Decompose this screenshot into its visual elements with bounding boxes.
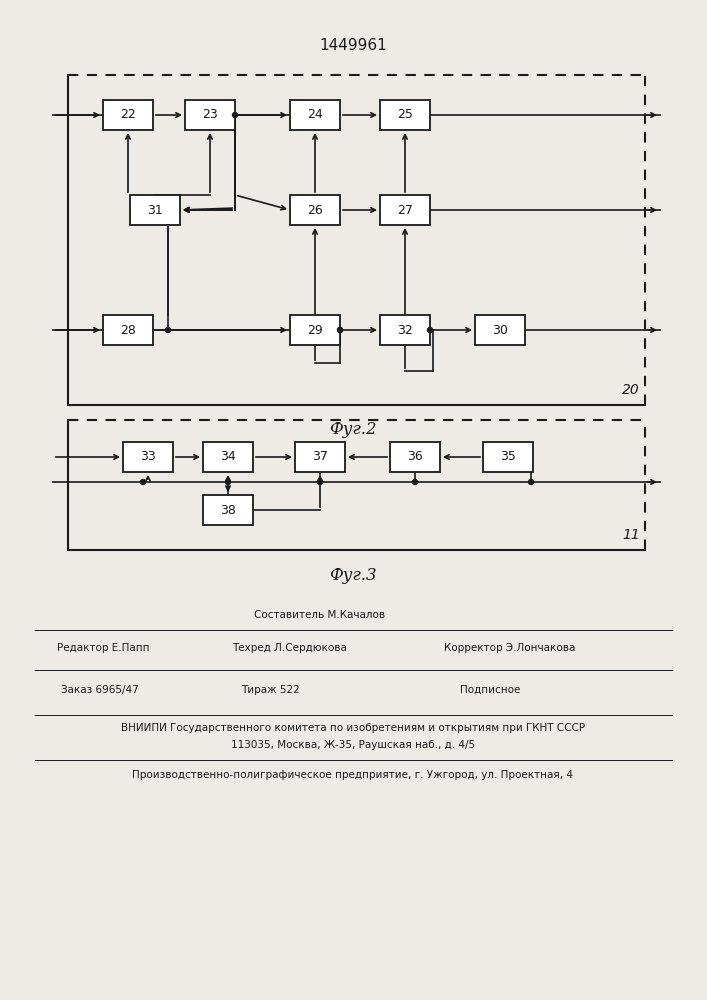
Text: 37: 37: [312, 450, 328, 464]
Circle shape: [317, 480, 322, 485]
FancyBboxPatch shape: [103, 100, 153, 130]
Text: 32: 32: [397, 324, 413, 336]
Circle shape: [412, 480, 418, 485]
FancyBboxPatch shape: [290, 315, 340, 345]
Text: 29: 29: [307, 324, 323, 336]
Text: 11: 11: [622, 528, 640, 542]
Text: Корректор Э.Лончакова: Корректор Э.Лончакова: [444, 643, 575, 653]
Text: Производственно-полиграфическое предприятие, г. Ужгород, ул. Проектная, 4: Производственно-полиграфическое предприя…: [132, 770, 573, 780]
Text: 24: 24: [307, 108, 323, 121]
FancyBboxPatch shape: [380, 315, 430, 345]
FancyBboxPatch shape: [290, 100, 340, 130]
Text: 27: 27: [397, 204, 413, 217]
Text: Фуг.2: Фуг.2: [329, 422, 377, 438]
FancyBboxPatch shape: [203, 442, 253, 472]
FancyBboxPatch shape: [295, 442, 345, 472]
Text: Фуг.3: Фуг.3: [329, 566, 377, 584]
FancyBboxPatch shape: [475, 315, 525, 345]
FancyBboxPatch shape: [185, 100, 235, 130]
FancyBboxPatch shape: [290, 195, 340, 225]
Text: 28: 28: [120, 324, 136, 336]
Text: 1449961: 1449961: [319, 37, 387, 52]
Text: 23: 23: [202, 108, 218, 121]
Text: 30: 30: [492, 324, 508, 336]
Text: Подписное: Подписное: [460, 685, 520, 695]
Text: ВНИИПИ Государственного комитета по изобретениям и открытиям при ГКНТ СССР: ВНИИПИ Государственного комитета по изоб…: [121, 723, 585, 733]
Circle shape: [226, 480, 230, 485]
Text: Тираж 522: Тираж 522: [240, 685, 299, 695]
Text: 22: 22: [120, 108, 136, 121]
FancyBboxPatch shape: [380, 195, 430, 225]
Text: 34: 34: [220, 450, 236, 464]
Text: 38: 38: [220, 504, 236, 516]
Text: 33: 33: [140, 450, 156, 464]
Circle shape: [233, 112, 238, 117]
Text: 26: 26: [307, 204, 323, 217]
Text: 31: 31: [147, 204, 163, 217]
Text: Заказ 6965/47: Заказ 6965/47: [61, 685, 139, 695]
Text: 113035, Москва, Ж-35, Раушская наб., д. 4/5: 113035, Москва, Ж-35, Раушская наб., д. …: [231, 740, 475, 750]
FancyBboxPatch shape: [103, 315, 153, 345]
FancyBboxPatch shape: [123, 442, 173, 472]
FancyBboxPatch shape: [483, 442, 533, 472]
Text: 36: 36: [407, 450, 423, 464]
Circle shape: [337, 328, 342, 332]
Text: 20: 20: [622, 383, 640, 397]
FancyBboxPatch shape: [390, 442, 440, 472]
Circle shape: [141, 480, 146, 485]
Circle shape: [428, 328, 433, 332]
FancyBboxPatch shape: [380, 100, 430, 130]
Circle shape: [337, 328, 342, 332]
Text: Техред Л.Сердюкова: Техред Л.Сердюкова: [233, 643, 347, 653]
Text: 35: 35: [500, 450, 516, 464]
Circle shape: [529, 480, 534, 485]
Circle shape: [165, 328, 170, 332]
Text: 25: 25: [397, 108, 413, 121]
FancyBboxPatch shape: [203, 495, 253, 525]
Text: Составитель М.Качалов: Составитель М.Качалов: [255, 610, 385, 620]
FancyBboxPatch shape: [130, 195, 180, 225]
Text: Редактор Е.Папп: Редактор Е.Папп: [57, 643, 149, 653]
